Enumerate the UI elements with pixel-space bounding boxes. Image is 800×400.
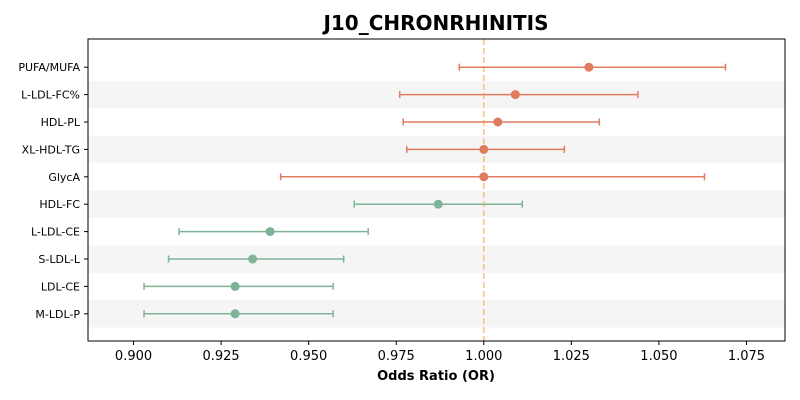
point-estimate <box>493 117 503 127</box>
row-hdl-pl <box>402 117 601 127</box>
x-tick-label: 1.050 <box>640 349 677 364</box>
point-estimate <box>479 144 489 154</box>
row-xl-hdl-tg <box>405 144 566 154</box>
x-axis: 0.900 0.925 0.950 0.975 1.000 1.025 1.050 1.075 <box>115 341 765 364</box>
row-hdl-fc <box>353 199 524 209</box>
y-tick-label: L-LDL-FC% <box>21 89 80 102</box>
y-axis: PUFA/MUFA L-LDL-FC% HDL-PL XL-HDL-TG GlycA HD… <box>18 61 88 321</box>
x-tick-label: 1.000 <box>465 349 502 364</box>
y-tick-label: S-LDL-L <box>38 253 80 266</box>
point-estimate <box>479 172 489 182</box>
y-tick-label: L-LDL-CE <box>31 226 80 239</box>
row-l-ldl-fc- <box>398 90 639 100</box>
y-tick-label: LDL-CE <box>41 280 80 293</box>
point-estimate <box>510 90 520 100</box>
y-tick-label: M-LDL-P <box>35 308 80 321</box>
row-ldl-ce <box>143 281 334 291</box>
row-s-ldl-l <box>167 254 345 264</box>
row-pufa-mufa <box>458 62 727 72</box>
y-tick-label: HDL-FC <box>39 198 80 211</box>
row-m-ldl-p <box>143 309 334 319</box>
point-estimate <box>433 199 443 209</box>
y-tick-label: PUFA/MUFA <box>18 61 80 74</box>
y-tick-label: XL-HDL-TG <box>22 143 80 156</box>
y-tick-label: HDL-PL <box>41 116 81 129</box>
row-glyca <box>279 172 706 182</box>
x-axis-label: Odds Ratio (OR) <box>377 369 495 384</box>
point-estimate <box>230 309 240 319</box>
x-tick-label: 1.075 <box>728 349 765 364</box>
x-tick-label: 0.950 <box>290 349 327 364</box>
x-tick-label: 0.925 <box>202 349 239 364</box>
point-estimate <box>248 254 258 264</box>
x-tick-label: 1.025 <box>553 349 590 364</box>
y-tick-label: GlycA <box>48 171 80 184</box>
data-marks <box>143 62 727 319</box>
plot-frame <box>87 38 786 342</box>
x-tick-label: 0.900 <box>115 349 152 364</box>
x-tick-label: 0.975 <box>378 349 415 364</box>
row-l-ldl-ce <box>178 227 369 237</box>
point-estimate <box>265 227 275 237</box>
point-estimate <box>584 62 594 72</box>
chart-title: J10_CHRONRHINITIS <box>321 11 548 35</box>
point-estimate <box>230 281 240 291</box>
